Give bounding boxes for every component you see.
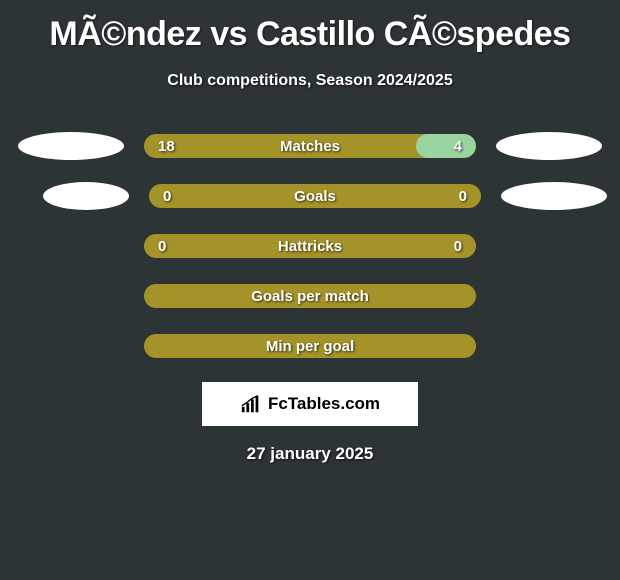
stat-bar-matches: 18 Matches 4: [144, 134, 476, 158]
player-left-avatar: [43, 182, 129, 210]
player-right-avatar: [501, 182, 607, 210]
date-text: 27 january 2025: [0, 444, 620, 464]
stat-bar-mpg: Min per goal: [144, 334, 476, 358]
avatar-spacer: [18, 332, 124, 360]
stat-value-left: 18: [158, 138, 175, 155]
stat-label: Min per goal: [266, 338, 354, 355]
player-right-avatar: [496, 132, 602, 160]
stat-label: Matches: [280, 138, 340, 155]
stat-label: Goals: [294, 188, 336, 205]
avatar-spacer: [496, 332, 602, 360]
stat-bar-goals: 0 Goals 0: [149, 184, 481, 208]
stat-bar-hattricks: 0 Hattricks 0: [144, 234, 476, 258]
stat-value-right: 0: [459, 188, 467, 205]
stat-fill-right: [416, 134, 476, 158]
avatar-spacer: [18, 282, 124, 310]
stat-row-mpg: Min per goal: [0, 332, 620, 360]
stat-row-hattricks: 0 Hattricks 0: [0, 232, 620, 260]
stat-label: Goals per match: [251, 288, 369, 305]
avatar-spacer: [18, 232, 124, 260]
stat-bar-gpm: Goals per match: [144, 284, 476, 308]
stat-label: Hattricks: [278, 238, 342, 255]
stats-container: MÃ©ndez vs Castillo CÃ©spedes Club compe…: [0, 0, 620, 474]
stat-value-right: 4: [454, 138, 462, 155]
stat-value-left: 0: [163, 188, 171, 205]
stat-value-right: 0: [454, 238, 462, 255]
stat-row-matches: 18 Matches 4: [0, 132, 620, 160]
player-left-avatar: [18, 132, 124, 160]
stat-value-left: 0: [158, 238, 166, 255]
chart-icon: [240, 395, 262, 413]
branding-text: FcTables.com: [268, 394, 380, 414]
page-title: MÃ©ndez vs Castillo CÃ©spedes: [0, 15, 620, 54]
stat-row-gpm: Goals per match: [0, 282, 620, 310]
stat-row-goals: 0 Goals 0: [0, 182, 620, 210]
avatar-spacer: [496, 282, 602, 310]
subtitle: Club competitions, Season 2024/2025: [0, 72, 620, 90]
branding[interactable]: FcTables.com: [202, 382, 418, 426]
avatar-spacer: [496, 232, 602, 260]
